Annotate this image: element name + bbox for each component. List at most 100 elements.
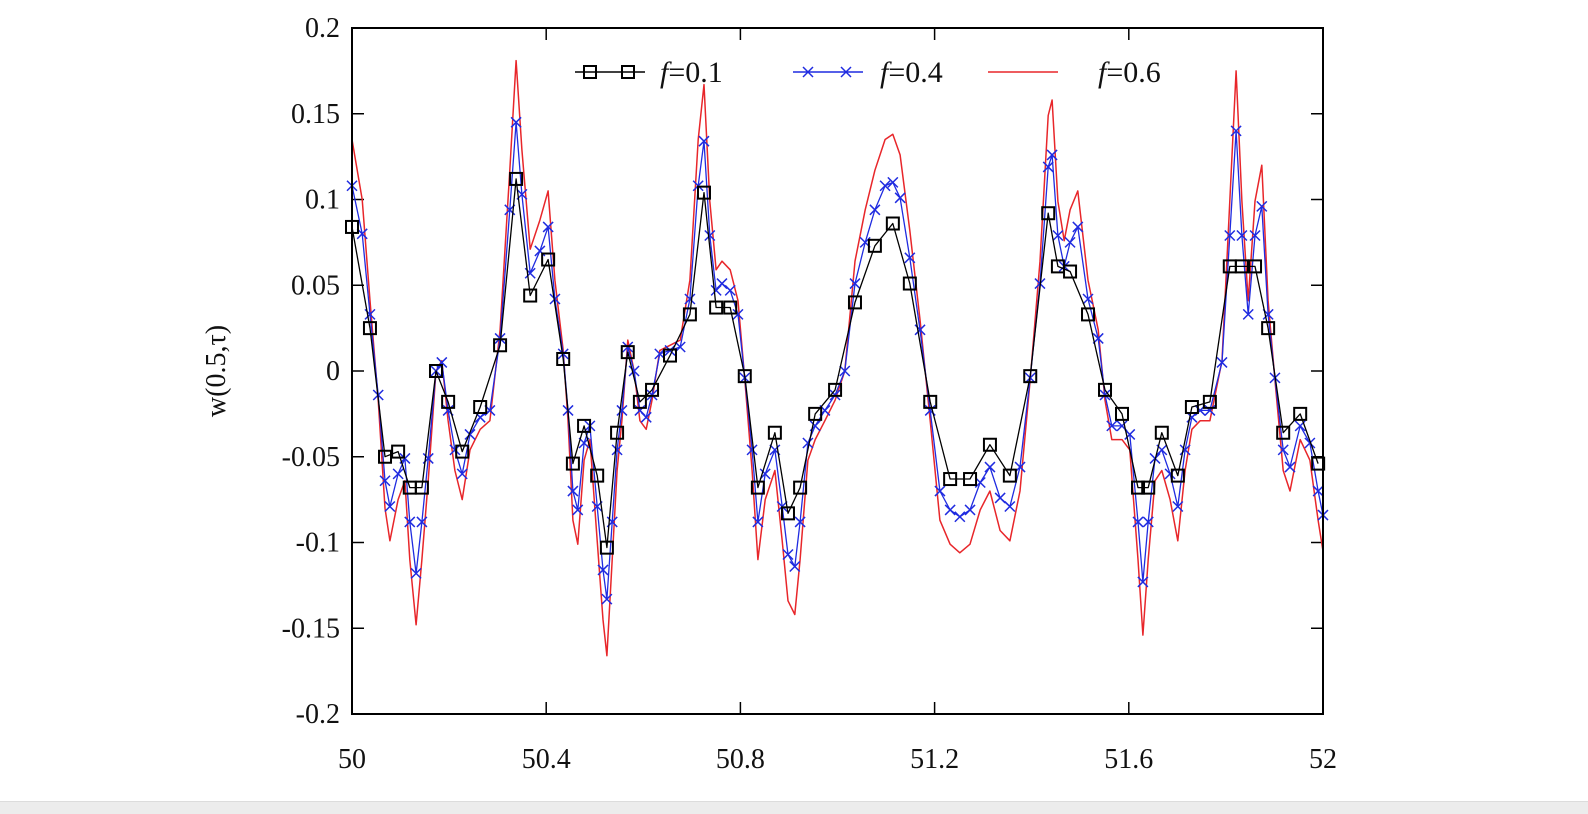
x-marker [510, 116, 522, 128]
x-marker [464, 428, 476, 440]
square-marker [391, 444, 406, 459]
x-marker [456, 468, 468, 480]
y-tick-label: 0 [326, 356, 340, 387]
legend-label: f=0.4 [880, 56, 943, 89]
square-marker [583, 65, 597, 79]
x-marker [601, 593, 613, 605]
x-marker [1092, 332, 1104, 344]
x-marker [746, 444, 758, 456]
bottom-scroll-band [0, 801, 1588, 814]
legend-entry: f=0.4 [793, 56, 943, 89]
square-marker [1063, 264, 1078, 279]
x-marker [1256, 200, 1268, 212]
y-axis-label: w(0.5,τ) [201, 325, 232, 417]
x-marker [1064, 236, 1076, 248]
square-marker [541, 252, 556, 267]
y-tick-label: 0.1 [305, 185, 340, 216]
legend-label-value: =0.4 [888, 56, 942, 89]
x-marker [567, 485, 579, 497]
x-marker [416, 516, 428, 528]
square-marker [414, 480, 429, 495]
x-marker [1284, 461, 1296, 473]
x-marker [611, 444, 623, 456]
y-tick-label: 0.2 [305, 13, 340, 44]
square-marker [455, 444, 470, 459]
square-marker [793, 480, 808, 495]
x-marker [384, 500, 396, 513]
x-marker [1249, 229, 1261, 242]
x-marker [1042, 161, 1054, 173]
x-marker [840, 66, 852, 78]
square-marker [590, 468, 605, 483]
square-marker [1184, 400, 1199, 415]
x-marker [704, 229, 716, 242]
square-marker [1234, 259, 1249, 274]
x-marker [1106, 420, 1118, 432]
square-marker [1261, 321, 1276, 336]
x-tick-label: 51.6 [1104, 744, 1153, 775]
series-line [351, 178, 1319, 549]
x-marker [1312, 485, 1324, 497]
square-marker [663, 348, 678, 363]
x-marker [1052, 229, 1064, 242]
square-marker [867, 238, 882, 253]
x-tick-label: 51.2 [910, 744, 959, 775]
x-marker [1072, 221, 1084, 233]
x-marker [549, 293, 561, 305]
legend-label-value: =0.6 [1106, 56, 1160, 89]
legend: f=0.1 f=0.4 f=0.6 [575, 56, 1161, 89]
x-tick-label: 50 [338, 744, 366, 775]
x-marker [802, 66, 814, 78]
x-tick-label: 52 [1309, 744, 1337, 775]
x-marker [640, 411, 652, 423]
square-marker [1023, 369, 1038, 384]
x-marker [1132, 516, 1144, 528]
x-marker [1004, 500, 1016, 513]
square-marker [723, 300, 738, 315]
square-marker [493, 338, 508, 353]
square-marker [737, 369, 752, 384]
x-marker [934, 485, 946, 497]
square-marker [1002, 468, 1017, 483]
plot-frame [351, 27, 1324, 715]
x-marker [698, 135, 710, 147]
x-marker [404, 516, 416, 528]
x-marker [1236, 229, 1248, 242]
y-tick-label: 0.05 [291, 270, 340, 301]
y-tick-label: 0.15 [291, 99, 340, 130]
square-marker [362, 321, 377, 336]
square-marker [885, 216, 900, 231]
series-line [351, 121, 1324, 600]
square-marker [1041, 206, 1056, 221]
square-marker [621, 65, 635, 79]
x-marker [944, 504, 956, 516]
legend-entry: f=0.1 [575, 56, 723, 89]
x-marker [789, 560, 801, 573]
y-tick-label: -0.15 [282, 613, 340, 644]
square-marker [610, 425, 625, 440]
square-marker [750, 480, 765, 495]
x-marker [542, 221, 554, 233]
x-marker [1242, 308, 1254, 320]
y-tick-label: -0.2 [296, 699, 340, 730]
x-marker [802, 437, 814, 449]
x-marker [759, 468, 771, 480]
legend-label-value: =0.1 [668, 56, 722, 89]
legend-label: f=0.6 [1098, 56, 1161, 89]
x-marker [1304, 437, 1316, 449]
x-marker [1142, 516, 1154, 528]
square-marker [1154, 425, 1169, 440]
axis-ticks: 50 50.4 50.8 51.2 51.6 52 0.2 0.15 0.1 0.05 0 -0.05… [282, 13, 1337, 775]
square-marker [620, 345, 635, 360]
square-marker [963, 472, 978, 487]
x-marker [1277, 444, 1289, 456]
square-marker [378, 449, 393, 464]
x-marker [1172, 500, 1184, 513]
series-f-0-6 [351, 59, 1324, 657]
square-marker [780, 506, 795, 521]
square-marker [902, 276, 917, 291]
square-marker [645, 382, 660, 397]
square-marker [1248, 259, 1263, 274]
x-marker [984, 461, 996, 473]
square-marker [696, 185, 711, 200]
